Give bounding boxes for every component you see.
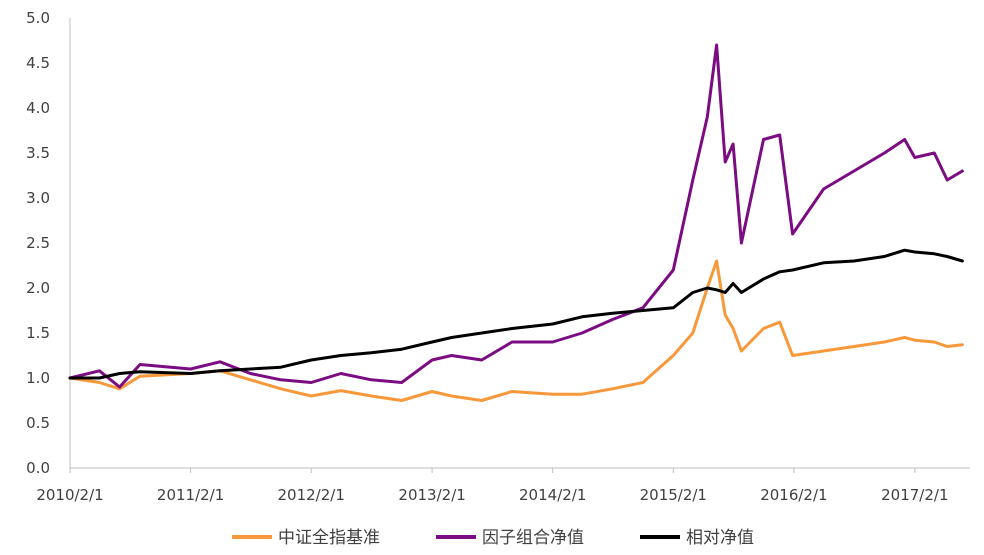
legend: 中证全指基准 因子组合净值 相对净值 xyxy=(232,528,754,548)
series-lines xyxy=(68,43,964,402)
series-line-factor-portfolio xyxy=(68,43,964,389)
y-tick-label: 3.0 xyxy=(26,189,50,207)
x-tick-label: 2010/2/1 xyxy=(36,486,103,504)
y-tick-label: 1.5 xyxy=(26,324,50,342)
legend-item-factor-portfolio: 因子组合净值 xyxy=(436,528,584,548)
x-axis-tick-labels: 2010/2/1 2011/2/1 2012/2/1 2013/2/1 2014/2/1… xyxy=(36,486,948,504)
y-axis-tick-labels: 0.0 0.5 1.0 1.5 2.0 2.5 3.0 3.5 4.0 4.5 5.0 xyxy=(26,9,50,477)
x-tick-label: 2011/2/1 xyxy=(157,486,224,504)
legend-item-benchmark: 中证全指基准 xyxy=(232,528,380,548)
legend-item-relative-nav: 相对净值 xyxy=(640,528,754,548)
series-line-benchmark xyxy=(68,259,964,402)
x-tick-label: 2015/2/1 xyxy=(640,486,707,504)
x-tick-label: 2013/2/1 xyxy=(398,486,465,504)
x-tick-label: 2014/2/1 xyxy=(519,486,586,504)
y-tick-label: 2.0 xyxy=(26,279,50,297)
legend-label-benchmark: 中证全指基准 xyxy=(278,528,380,548)
x-tick-label: 2017/2/1 xyxy=(881,486,948,504)
x-tick-label: 2012/2/1 xyxy=(278,486,345,504)
y-tick-label: 1.0 xyxy=(26,369,50,387)
y-tick-label: 5.0 xyxy=(26,9,50,27)
legend-label-factor-portfolio: 因子组合净值 xyxy=(482,528,584,548)
y-tick-label: 3.5 xyxy=(26,144,50,162)
y-tick-label: 4.0 xyxy=(26,99,50,117)
y-tick-label: 0.0 xyxy=(26,459,50,477)
y-tick-label: 4.5 xyxy=(26,54,50,72)
y-tick-label: 0.5 xyxy=(26,414,50,432)
x-tick-label: 2016/2/1 xyxy=(760,486,827,504)
x-axis-tick-marks xyxy=(69,468,916,473)
series-line-relative-nav xyxy=(68,248,964,380)
legend-label-relative-nav: 相对净值 xyxy=(686,528,754,548)
y-tick-label: 2.5 xyxy=(26,234,50,252)
